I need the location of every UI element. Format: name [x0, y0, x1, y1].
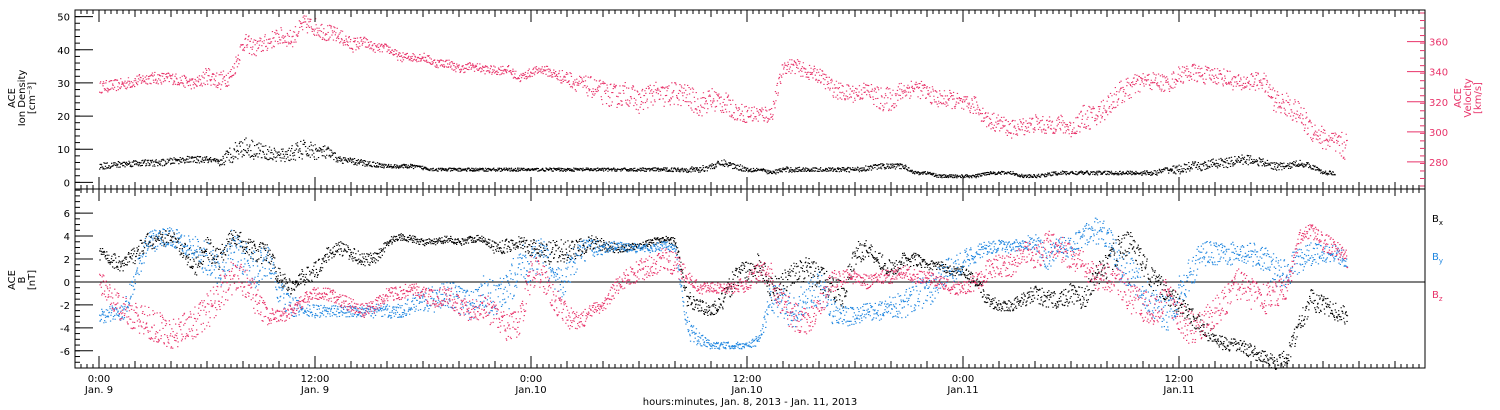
density-axis-title: ACE Ion Density [cm⁻³] [7, 70, 38, 127]
x-axis-title: hours:minutes, Jan. 8, 2013 - Jan. 11, 2… [643, 397, 858, 408]
y-tick-label: 30 [57, 79, 70, 90]
velocity-tick-label: 340 [1429, 68, 1448, 79]
density-axis-title-line: [cm⁻³] [27, 82, 38, 114]
velocity-tick-label: 360 [1429, 38, 1448, 49]
y-tick-label: -6 [60, 347, 70, 358]
legend-bx: Bx [1432, 214, 1443, 227]
x-tick-time-label: 0:00 [88, 374, 110, 385]
density-axis-title-line: ACE [7, 88, 18, 108]
velocity-axis-title-line: Velocity [1463, 78, 1474, 117]
legend-by: By [1432, 252, 1443, 265]
legend-bz: Bz [1432, 290, 1443, 303]
y-tick-label: 4 [64, 232, 70, 243]
x-tick-time-label: 12:00 [1165, 374, 1194, 385]
b-field-legend: Bx By Bz [1432, 214, 1443, 303]
density-axis: 0 10 20 30 40 50 [57, 9, 93, 190]
x-tick-date-label: Jan. 9 [300, 385, 329, 396]
x-tick-date-label: Jan.10 [730, 385, 762, 396]
velocity-tick-label: 300 [1429, 128, 1448, 139]
b-field-axis-title: ACE B [nT] [7, 270, 38, 290]
b-field-axis-title-line: B [17, 276, 28, 283]
x-tick-date-label: Jan. 9 [84, 385, 113, 396]
x-tick-date-label: Jan.11 [946, 385, 978, 396]
x-tick-date-label: Jan.10 [514, 385, 546, 396]
y-tick-label: -4 [60, 324, 70, 335]
velocity-axis-title: ACE Velocity [km/s] [1453, 78, 1484, 117]
velocity-axis-title-line: [km/s] [1473, 82, 1484, 114]
b-field-axis-title-line: [nT] [27, 270, 38, 290]
x-tick-date-label: Jan.11 [1162, 385, 1194, 396]
velocity-series-points [99, 15, 1348, 160]
bx-series [99, 230, 1349, 370]
bz-series-points [99, 224, 1349, 349]
x-tick-time-label: 0:00 [952, 374, 974, 385]
y-tick-label: 10 [57, 145, 70, 156]
magnetic-field-panel: -6 -4 -2 0 2 4 6 ACE B [nT] Bx By Bz [7, 188, 1443, 370]
y-tick-label: 6 [64, 209, 70, 220]
x-tick-time-label: 0:00 [520, 374, 542, 385]
density-velocity-panel-frame [74, 9, 1426, 190]
y-tick-label: 40 [57, 46, 70, 57]
velocity-axis-title-line: ACE [1453, 88, 1464, 108]
velocity-axis: 280 300 320 340 360 [1407, 12, 1448, 187]
y-tick-label: -2 [60, 301, 70, 312]
density-series [99, 137, 1336, 179]
velocity-tick-label: 280 [1429, 158, 1448, 169]
b-field-axis-title-line: ACE [7, 270, 18, 290]
velocity-tick-label: 320 [1429, 98, 1448, 109]
y-tick-label: 20 [57, 112, 70, 123]
velocity-series [99, 15, 1348, 160]
bx-series-points [99, 230, 1349, 370]
y-tick-label: 0 [64, 278, 70, 289]
density-axis-title-line: Ion Density [17, 70, 28, 127]
x-tick-time-label: 12:00 [301, 374, 330, 385]
b-field-axis: -6 -4 -2 0 2 4 6 [60, 189, 93, 369]
magnetic-field-panel-frame [74, 188, 1426, 369]
y-tick-label: 2 [64, 255, 70, 266]
y-tick-label: 0 [64, 178, 70, 189]
y-tick-label: 50 [57, 13, 70, 24]
x-tick-time-label: 12:00 [733, 374, 762, 385]
bz-series [99, 224, 1349, 349]
density-series-points [99, 137, 1336, 179]
